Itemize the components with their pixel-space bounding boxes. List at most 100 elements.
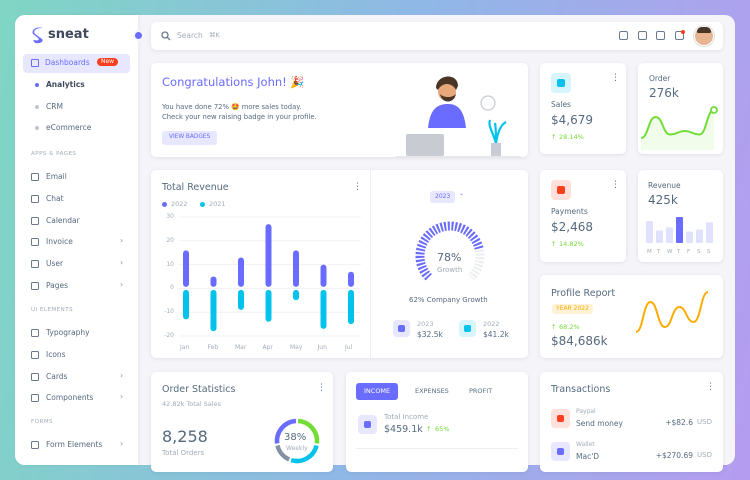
y-tick-label: -10 [164, 308, 174, 316]
nav-icon[interactable] [619, 31, 628, 40]
menu-item[interactable]: Invoice [46, 237, 73, 247]
income-label: Total Income [384, 413, 429, 421]
legend-label: 2021 [209, 200, 226, 208]
gauge-track [415, 221, 485, 281]
menu-item[interactable]: Form Elements [46, 440, 103, 450]
menu-item[interactable]: Typography [46, 328, 90, 337]
menu-icon [31, 260, 39, 269]
bullet [35, 126, 39, 130]
tab[interactable]: EXPENSES [415, 387, 449, 395]
orders-total: 8,258 [162, 427, 208, 446]
graphic [274, 418, 320, 464]
icon [551, 180, 571, 200]
transaction-source: Wallet [576, 441, 595, 448]
nav-icon[interactable] [675, 31, 684, 40]
collapse-button[interactable] [133, 30, 144, 41]
menu-label: Dashboards [45, 58, 90, 67]
day-label: F [687, 249, 691, 255]
section-header: APPS & PAGES [31, 151, 77, 157]
transaction-amount: +$82.6 [665, 418, 693, 427]
avatar[interactable] [694, 26, 714, 46]
mini-bar [676, 217, 683, 243]
menu-dots: ⋮ [353, 182, 362, 192]
day-label: S [697, 249, 701, 255]
stat-year: 2023 [417, 320, 434, 328]
search-placeholder[interactable]: Search [177, 31, 203, 40]
bar [320, 264, 327, 287]
menu-dots: ⋮ [317, 383, 326, 393]
submenu-item[interactable]: CRM [46, 101, 63, 111]
menu-item[interactable]: User [46, 259, 64, 269]
icon-glyph [557, 186, 565, 194]
day-label: M [647, 249, 652, 255]
profile-report-card: Profile Report YEAR 2022 ↑ 68.2% $84,686k [540, 275, 723, 358]
laptop [406, 134, 444, 156]
mini-bar [706, 222, 713, 243]
transaction-desc: Mac'D [576, 452, 600, 461]
menu-item-active[interactable]: Dashboards New [23, 54, 130, 73]
menu-icon [31, 194, 39, 203]
icon [551, 409, 570, 428]
income-value: $459.1k [384, 424, 423, 435]
person-hair [436, 76, 458, 90]
bar [238, 257, 244, 287]
stat-change: 68.2% [559, 323, 580, 331]
gauge-label: Growth [437, 266, 463, 274]
stat-amount: $41.2k [483, 330, 509, 339]
graphic [640, 106, 718, 150]
stat-label: Revenue [648, 181, 681, 190]
menu-item[interactable]: Email [46, 172, 67, 181]
nav-icon[interactable] [656, 31, 665, 40]
menu-item[interactable]: Cards [46, 371, 68, 381]
graphic [396, 76, 521, 158]
transaction-desc: Send money [576, 419, 623, 428]
nav-icon[interactable] [638, 31, 647, 40]
bar [293, 289, 299, 301]
icon-glyph [556, 447, 565, 456]
ring-segment [274, 418, 297, 444]
x-tick-label: Mar [235, 344, 247, 351]
menu-item[interactable]: Components [46, 393, 94, 403]
tab[interactable]: PROFIT [469, 387, 493, 395]
tab[interactable]: INCOME [356, 383, 399, 400]
submenu-item[interactable]: Analytics [46, 80, 85, 89]
welcome-text: Check your new raising badge in your pro… [162, 113, 317, 121]
sales-card: ⋮ Sales $4,679 ↑ 28.14% [540, 63, 626, 154]
x-tick-label: Apr [262, 344, 273, 351]
arrow: ↑ [551, 240, 557, 248]
submenu-item[interactable]: eCommerce [46, 123, 92, 132]
pot [491, 143, 501, 156]
menu-item[interactable]: Icons [46, 349, 66, 359]
view-badges-button[interactable]: VIEW BADGES [162, 131, 218, 145]
growth-caption: 62% Company Growth [409, 296, 488, 304]
menu-dots: ⋮ [706, 382, 715, 392]
orders-total-label: Total Orders [162, 449, 205, 457]
menu-icon [31, 394, 39, 403]
x-tick-label: Jun [317, 344, 327, 351]
mini-bar [696, 229, 703, 243]
ring-label: 38% [284, 432, 307, 443]
stat-label: Sales [551, 100, 571, 109]
icon [459, 320, 476, 337]
bullet [35, 104, 39, 109]
menu-item[interactable]: Calendar [46, 215, 80, 225]
menu-item[interactable]: Chat [46, 193, 64, 203]
menu-icon [31, 216, 39, 225]
income-card: INCOME EXPENSES PROFIT Total Income $459.1k ↑… [346, 372, 528, 472]
arrow: ↑ [551, 133, 557, 141]
gauge-value [415, 221, 484, 281]
menu-item[interactable]: Pages [46, 281, 69, 290]
payments-card: ⋮ Payments $2,468 ↑ 14.82% [540, 170, 626, 262]
graphic [179, 216, 361, 337]
y-tick-label: 20 [166, 236, 174, 244]
year-dropdown[interactable]: 2023 [430, 191, 456, 203]
menu-icon [31, 329, 39, 337]
bar [183, 289, 189, 320]
menu-icon [31, 173, 39, 181]
menu-icon [31, 350, 39, 359]
sidebar: sneat Dashboards New Analytics CRM eCommerce A… [15, 15, 144, 465]
section-header: FORMS [31, 419, 54, 426]
icon-glyph [398, 325, 405, 332]
sparkline [640, 109, 715, 139]
chevron: › [120, 258, 124, 268]
